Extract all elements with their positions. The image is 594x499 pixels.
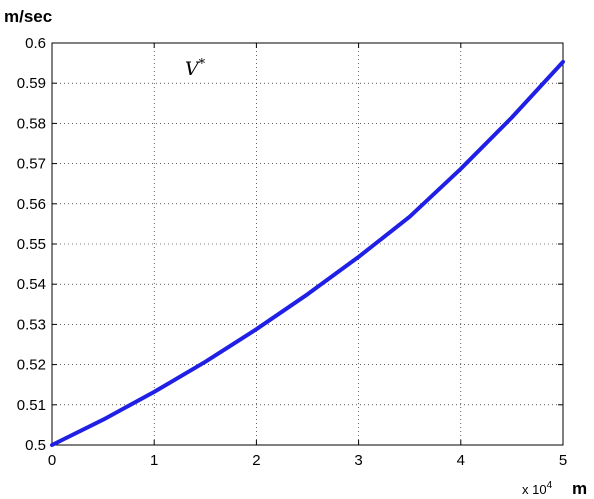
series-annotation: V* <box>185 57 206 80</box>
x-tick-label: 5 <box>559 452 567 469</box>
y-tick-label: 0.59 <box>17 75 46 92</box>
axis-ticks: 0 1 2 3 4 5 0.5 0.51 0.52 0.53 0.54 0.55 0.56 0.57 0.5… <box>17 35 567 469</box>
y-tick-label: 0.6 <box>25 35 46 52</box>
y-tick-label: 0.56 <box>17 196 46 213</box>
x-multiplier-exponent: 4 <box>547 480 553 491</box>
annotation-letter: V <box>185 58 201 80</box>
series-line <box>50 59 565 447</box>
y-tick-label: 0.54 <box>17 276 46 293</box>
x-multiplier-prefix: x 10 <box>522 482 547 497</box>
x-tick-label: 3 <box>354 452 362 469</box>
series-layer <box>50 59 565 447</box>
y-tick-label: 0.52 <box>17 357 46 374</box>
x-tick-label: 0 <box>48 452 56 469</box>
y-axis-unit-label: m/sec <box>4 7 52 26</box>
y-tick-label: 0.58 <box>17 115 46 132</box>
x-tick-label: 1 <box>150 452 158 469</box>
y-tick-label: 0.53 <box>17 316 46 333</box>
y-tick-label: 0.55 <box>17 236 46 253</box>
grid-lines <box>52 43 563 445</box>
annotation-superscript: * <box>199 57 206 72</box>
x-tick-label: 2 <box>252 452 260 469</box>
x-axis-multiplier: x 104 <box>522 480 553 497</box>
x-tick-label: 4 <box>457 452 465 469</box>
y-tick-label: 0.51 <box>17 397 46 414</box>
y-tick-label: 0.57 <box>17 156 46 173</box>
x-axis-unit-label: m <box>572 479 587 498</box>
y-tick-label: 0.5 <box>25 437 46 454</box>
